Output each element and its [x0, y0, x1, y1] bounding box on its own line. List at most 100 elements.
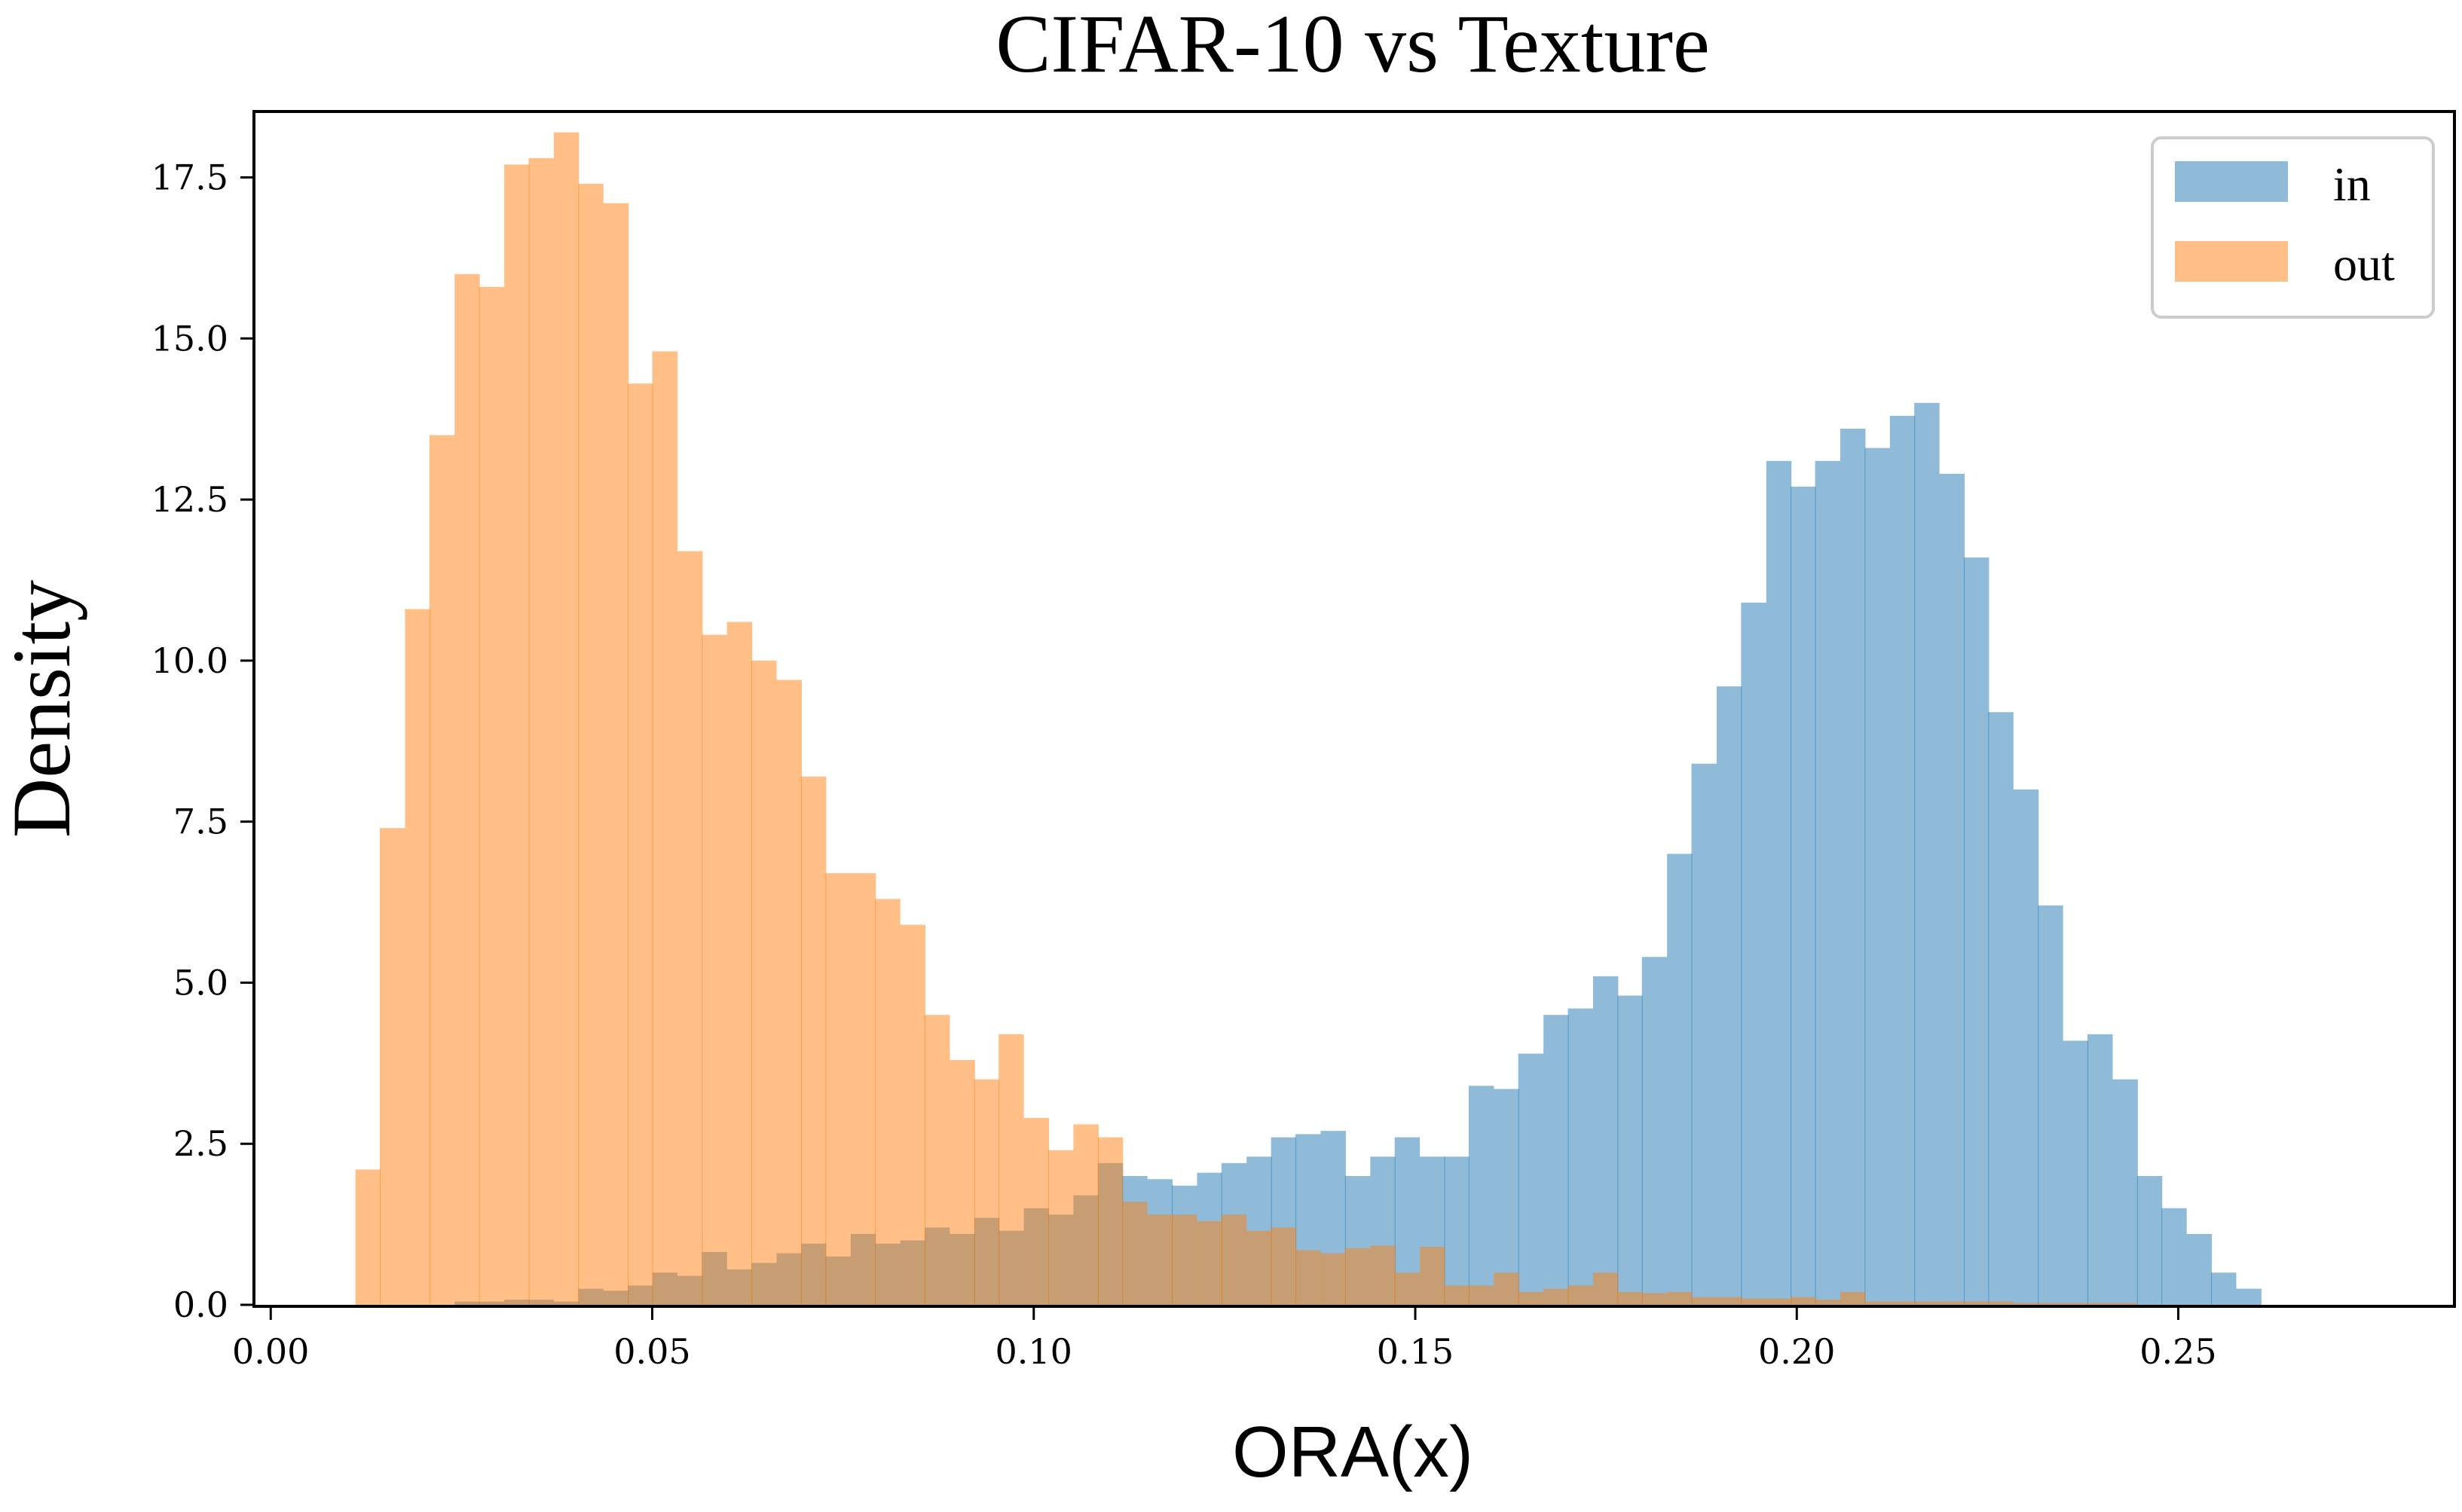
legend: in out [2151, 136, 2435, 319]
bar-in [1766, 460, 1792, 1305]
bar-in [1914, 402, 1940, 1305]
bar-out [1988, 1301, 2014, 1305]
bar-out [999, 1034, 1024, 1305]
bar-in [1592, 976, 1619, 1305]
bar-out [1766, 1298, 1792, 1305]
bar-in [2236, 1288, 2262, 1305]
bar-in [2186, 1233, 2213, 1305]
bar-out [702, 634, 727, 1305]
bar-out [1344, 1248, 1371, 1305]
bar-out [2063, 1303, 2089, 1305]
bar-out [652, 351, 677, 1305]
bar-out [1420, 1247, 1445, 1305]
bar-out [1271, 1227, 1297, 1305]
bar-in [1716, 686, 1742, 1305]
bar-out [900, 924, 926, 1305]
bar-in [1617, 995, 1643, 1305]
bar-out [504, 164, 530, 1305]
bar-in [1791, 486, 1816, 1305]
bar-out [1939, 1301, 1965, 1305]
bar-out [924, 1015, 950, 1305]
bar-out [1963, 1301, 1989, 1305]
x-tick-label: 0.05 [613, 1331, 690, 1372]
bar-out [1468, 1285, 1494, 1305]
bar-in [1641, 957, 1668, 1305]
x-tick-label: 0.00 [232, 1331, 309, 1372]
bar-out [875, 899, 901, 1305]
bar-in [1889, 415, 1916, 1306]
bar-in [1741, 602, 1766, 1305]
bar-out [825, 873, 851, 1305]
x-axis: 0.00 0.05 0.10 0.15 0.20 0.25 [232, 1306, 2217, 1372]
bar-out [1394, 1272, 1421, 1305]
y-tick-label: 12.5 [151, 479, 228, 520]
bar-out [1567, 1285, 1593, 1305]
y-tick-label: 15.0 [151, 318, 228, 359]
bar-out [1147, 1214, 1173, 1305]
x-tick-label: 0.10 [996, 1331, 1072, 1372]
bar-out [479, 286, 505, 1305]
bar-out [1691, 1297, 1717, 1305]
bar-in [1939, 473, 1965, 1305]
bar-in [1988, 712, 2014, 1305]
bar-out [1197, 1220, 1222, 1305]
bar-in [1840, 429, 1866, 1305]
series-out [355, 132, 2138, 1306]
legend-swatch-in [2175, 161, 2288, 202]
bar-out [1295, 1250, 1321, 1305]
bar-out [2013, 1303, 2039, 1305]
bar-out [677, 551, 703, 1305]
bar-out [1617, 1291, 1643, 1305]
chart-title: CIFAR-10 vs Texture [996, 0, 1710, 90]
bar-out [950, 1060, 975, 1305]
y-tick-label: 7.5 [173, 802, 228, 842]
bar-in [2038, 905, 2063, 1305]
legend-label-in: in [2333, 157, 2371, 211]
bar-out [1791, 1297, 1816, 1305]
bar-out [1320, 1253, 1346, 1305]
bar-out [2087, 1303, 2113, 1305]
bar-in [2136, 1175, 2163, 1305]
bar-in [2112, 1079, 2138, 1305]
bar-out [1667, 1291, 1693, 1305]
bar-in [2063, 1040, 2089, 1305]
bar-out [1370, 1245, 1396, 1305]
legend-swatch-out [2175, 241, 2288, 282]
bar-out [1840, 1291, 1866, 1305]
x-tick-label: 0.15 [1377, 1331, 1454, 1372]
bar-in [1543, 1015, 1569, 1305]
series-in [454, 402, 2262, 1306]
bar-out [429, 435, 455, 1305]
plot-area [355, 132, 2262, 1306]
bar-out [800, 776, 827, 1305]
bar-out [1023, 1118, 1050, 1305]
bar-out [1172, 1214, 1197, 1305]
y-tick-label: 2.5 [173, 1123, 228, 1164]
bar-in [1864, 447, 1890, 1306]
bar-out [1221, 1214, 1247, 1305]
bar-out [1122, 1202, 1148, 1305]
bar-in [1518, 1053, 1544, 1305]
bar-out [1592, 1272, 1619, 1305]
bar-out [1246, 1230, 1272, 1305]
bar-out [1914, 1301, 1940, 1305]
bar-in [1815, 460, 1841, 1305]
bar-out [1494, 1272, 1519, 1305]
bar-out [726, 622, 753, 1305]
bar-in [2087, 1034, 2113, 1305]
bar-out [1047, 1150, 1074, 1305]
bar-in [1667, 854, 1693, 1305]
bar-out [1741, 1298, 1766, 1305]
bar-out [1864, 1301, 1890, 1305]
bar-out [1444, 1285, 1470, 1305]
bar-out [628, 383, 653, 1305]
bar-in [1963, 557, 1989, 1305]
bar-in [1691, 763, 1717, 1305]
bar-out [2038, 1303, 2063, 1305]
x-axis-label: ORA(x) [1232, 1412, 1473, 1492]
legend-label-out: out [2333, 237, 2395, 291]
bar-in [1468, 1086, 1494, 1305]
bar-in [1444, 1156, 1470, 1305]
x-tick-label: 0.20 [1758, 1331, 1835, 1372]
